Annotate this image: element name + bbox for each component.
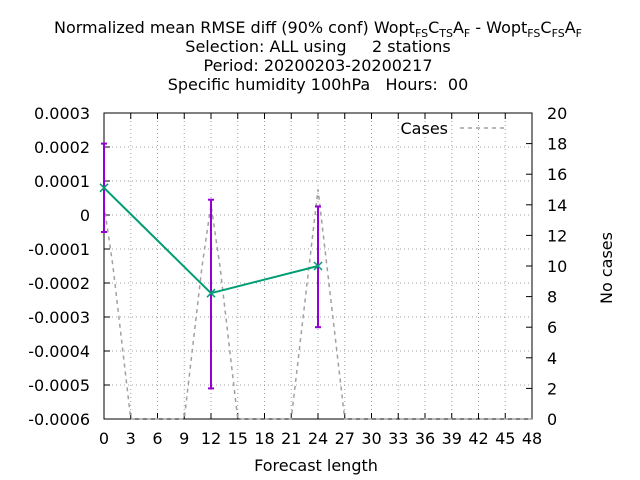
title-sub: FS [527, 27, 540, 40]
data-point-marker [206, 288, 216, 298]
marker-stroke [99, 183, 109, 193]
left-tick-label: 0.0003 [34, 104, 90, 123]
x-axis-label: Forecast length [254, 456, 378, 475]
title-line-2: Selection: ALL using 2 stations [185, 37, 450, 56]
data-point-marker [99, 183, 109, 193]
right-tick-label: 4 [547, 349, 557, 368]
cases-series-line [103, 189, 532, 420]
x-tick-label: 39 [442, 429, 462, 448]
x-tick-label: 3 [126, 429, 136, 448]
title-sub: F [464, 27, 470, 40]
right-tick-label: 12 [547, 226, 567, 245]
title-part: A [453, 18, 464, 37]
right-axis-label: No cases [597, 232, 616, 304]
left-tick-label: 0.0002 [34, 138, 90, 157]
right-tick-label: 0 [547, 410, 557, 429]
marker-stroke [206, 288, 216, 298]
x-tick-label: 6 [152, 429, 162, 448]
x-tick-label: 12 [201, 429, 221, 448]
title-sub: TS [438, 27, 453, 40]
left-tick-label: -0.0004 [28, 342, 90, 361]
title-line-1: Normalized mean RMSE diff (90% conf) Wop… [54, 18, 582, 40]
x-tick-label: 30 [361, 429, 381, 448]
right-tick-label: 18 [547, 135, 567, 154]
right-tick-label: 20 [547, 104, 567, 123]
x-tick-label: 48 [522, 429, 542, 448]
x-tick-label: 27 [335, 429, 355, 448]
x-tick-label: 36 [415, 429, 435, 448]
x-tick-label: 21 [281, 429, 301, 448]
left-tick-label: -0.0001 [28, 240, 90, 259]
left-tick-label: 0.0001 [34, 172, 90, 191]
chart-title: Normalized mean RMSE diff (90% conf) Wop… [54, 18, 582, 94]
left-tick-label: -0.0003 [28, 308, 90, 327]
x-tick-label: 9 [179, 429, 189, 448]
legend: Cases [401, 119, 506, 138]
legend-label-cases: Cases [401, 119, 449, 138]
left-tick-label: -0.0005 [28, 376, 90, 395]
title-sub: FS [552, 27, 565, 40]
right-tick-label: 16 [547, 165, 567, 184]
x-tick-label: 24 [308, 429, 328, 448]
x-tick-label: 42 [468, 429, 488, 448]
right-tick-label: 14 [547, 196, 567, 215]
left-tick-label: 0 [80, 206, 90, 225]
title-part: A [565, 18, 576, 37]
plot-frame [103, 112, 533, 420]
left-tick-label: -0.0002 [28, 274, 90, 293]
right-tick-label: 10 [547, 257, 567, 276]
right-tick-label: 2 [547, 379, 557, 398]
series-layer [99, 142, 532, 420]
left-tick-label: -0.0006 [28, 410, 90, 429]
right-tick-label: 6 [547, 318, 557, 337]
axes: 0 3 6 9 12 15 18 21 24 27 30 33 36 39 42 45 480.00030.00… [28, 104, 567, 448]
axis-labels: Forecast length No cases [254, 232, 616, 475]
title-sub: F [576, 27, 582, 40]
title-part: - Wopt [470, 18, 527, 37]
right-tick-label: 8 [547, 288, 557, 307]
title-main: Normalized mean RMSE diff (90% conf) Wop… [54, 18, 415, 37]
title-part: C [428, 18, 439, 37]
x-tick-label: 0 [99, 429, 109, 448]
title-line-4: Specific humidity 100hPa Hours: 00 [168, 75, 469, 94]
title-line-3: Period: 20200203-20200217 [203, 56, 432, 75]
title-part: C [540, 18, 551, 37]
data-point-marker [313, 261, 323, 271]
x-tick-label: 33 [388, 429, 408, 448]
x-tick-label: 15 [228, 429, 248, 448]
marker-stroke [313, 261, 323, 271]
title-sub: FS [415, 27, 428, 40]
x-tick-label: 45 [495, 429, 515, 448]
x-tick-label: 18 [254, 429, 274, 448]
